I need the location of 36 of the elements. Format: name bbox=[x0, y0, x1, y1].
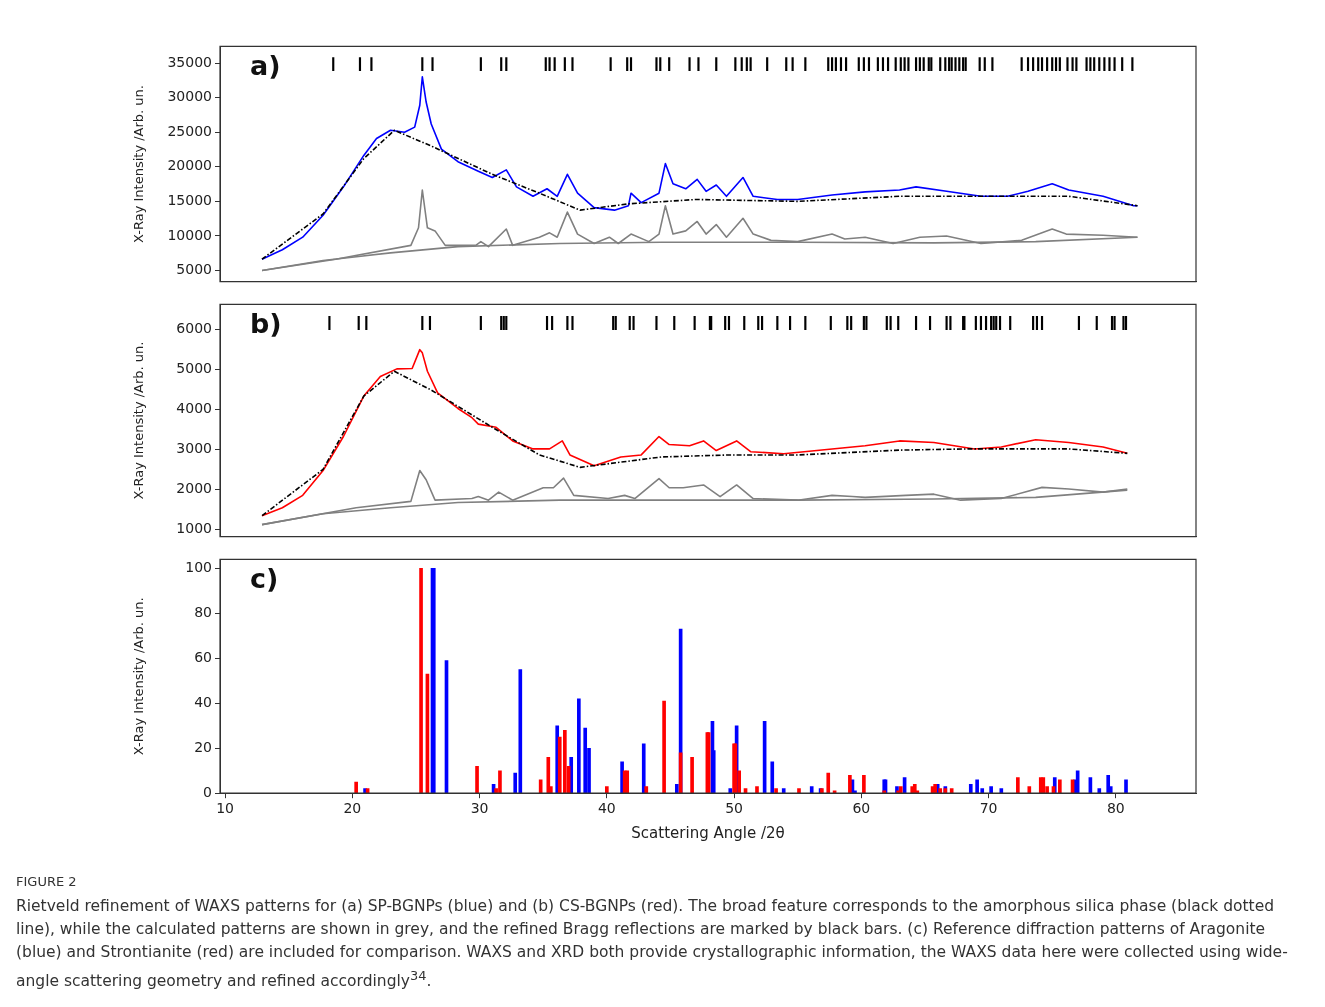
x-tick-label: 80 bbox=[1106, 800, 1125, 817]
x-axis-title: Scattering Angle /2θ bbox=[631, 823, 785, 842]
x-tick-label: 70 bbox=[979, 800, 998, 817]
y-tick-label: 5000 bbox=[176, 261, 212, 278]
y-tick-label: 4000 bbox=[176, 399, 212, 416]
x-tick-label: 20 bbox=[343, 800, 362, 817]
y-tick-label: 1000 bbox=[176, 520, 212, 537]
y-tick-label: 40 bbox=[194, 693, 212, 710]
y-axis-title: X-Ray Intensity /Arb. un. bbox=[131, 597, 147, 756]
chart-title: a) bbox=[250, 49, 281, 81]
text: Rietveld refinement of WAXS patterns for (a) SP-BGNPs (blue) and (b) CS-BGNPs (red). The broad feature corresponds to the amorphous silica phase (black dotted line), while the calculated patterns are shown in grey, and the refined Bragg reflections are marked by black bars. (c) Reference diffraction patterns of Aragonite (blue) and Strontianite (red) are included for comparison. WAXS and XRD both provide crystallographic information, the WAXS data here were collected using wide-angle scattering geometry and refined accordingly$^{34}$. bbox=[16, 896, 1289, 993]
y-tick-label: 3000 bbox=[176, 439, 212, 456]
y-tick-label: 35000 bbox=[167, 53, 212, 70]
y-tick-label: 6000 bbox=[176, 319, 212, 336]
x-tick-label: 10 bbox=[216, 800, 234, 817]
y-tick-label: 5000 bbox=[176, 359, 212, 376]
chart-title: c) bbox=[250, 562, 279, 594]
x-tick-label: 50 bbox=[725, 800, 743, 817]
x-tick-label: 30 bbox=[470, 800, 489, 817]
y-tick-label: 80 bbox=[194, 603, 212, 620]
x-tick-label: 40 bbox=[597, 800, 616, 817]
y-tick-label: 20 bbox=[194, 738, 212, 755]
y-tick-label: 30000 bbox=[167, 88, 212, 105]
y-tick-label: 25000 bbox=[167, 122, 212, 139]
y-tick-label: 0 bbox=[203, 783, 212, 800]
y-tick-label: 10000 bbox=[167, 226, 212, 243]
y-tick-label: 15000 bbox=[167, 192, 212, 208]
x-tick-label: 60 bbox=[852, 800, 871, 817]
y-tick-label: 60 bbox=[194, 648, 212, 665]
chart-title: b) bbox=[250, 307, 282, 339]
y-axis-title: X-Ray Intensity /Arb. un. bbox=[131, 341, 147, 500]
y-axis-title: X-Ray Intensity /Arb. un. bbox=[131, 85, 147, 243]
y-tick-label: 2000 bbox=[176, 480, 212, 496]
caption: FIGURE 2 bbox=[16, 873, 78, 891]
y-tick-label: 20000 bbox=[167, 157, 212, 174]
y-tick-label: 100 bbox=[185, 559, 212, 576]
